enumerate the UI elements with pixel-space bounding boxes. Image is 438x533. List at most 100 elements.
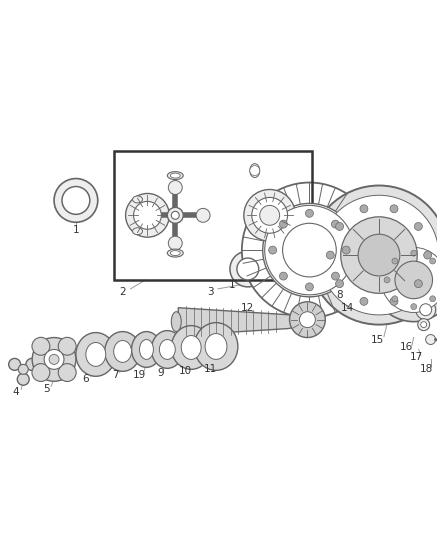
Circle shape bbox=[279, 272, 287, 280]
Circle shape bbox=[18, 365, 28, 374]
Circle shape bbox=[411, 250, 417, 256]
Circle shape bbox=[338, 240, 394, 296]
Ellipse shape bbox=[114, 341, 131, 362]
Circle shape bbox=[263, 204, 356, 297]
Ellipse shape bbox=[170, 251, 180, 255]
Text: 1: 1 bbox=[229, 280, 235, 290]
Text: 3: 3 bbox=[207, 287, 213, 297]
Circle shape bbox=[126, 193, 170, 237]
Circle shape bbox=[283, 223, 336, 277]
Circle shape bbox=[196, 208, 210, 222]
Circle shape bbox=[305, 209, 314, 217]
Circle shape bbox=[360, 205, 368, 213]
Circle shape bbox=[250, 166, 260, 175]
Circle shape bbox=[430, 296, 436, 302]
Ellipse shape bbox=[140, 340, 153, 359]
Circle shape bbox=[58, 364, 76, 382]
Ellipse shape bbox=[105, 332, 141, 372]
Circle shape bbox=[336, 280, 343, 288]
Circle shape bbox=[336, 222, 343, 230]
Text: 15: 15 bbox=[371, 335, 384, 344]
Ellipse shape bbox=[194, 322, 238, 370]
Ellipse shape bbox=[152, 330, 183, 368]
Circle shape bbox=[358, 234, 400, 276]
Ellipse shape bbox=[159, 340, 175, 359]
Circle shape bbox=[326, 251, 334, 259]
Circle shape bbox=[167, 207, 183, 223]
Text: 13: 13 bbox=[291, 320, 304, 329]
Circle shape bbox=[244, 190, 296, 241]
Circle shape bbox=[279, 220, 287, 228]
Circle shape bbox=[392, 258, 398, 264]
Circle shape bbox=[32, 364, 50, 382]
Ellipse shape bbox=[86, 343, 106, 366]
Ellipse shape bbox=[133, 196, 142, 203]
Circle shape bbox=[420, 304, 431, 316]
Text: 9: 9 bbox=[157, 368, 164, 378]
Text: 1: 1 bbox=[73, 225, 79, 235]
Ellipse shape bbox=[170, 173, 180, 178]
Circle shape bbox=[268, 246, 277, 254]
Circle shape bbox=[305, 283, 314, 291]
Circle shape bbox=[360, 297, 368, 305]
Circle shape bbox=[58, 337, 76, 355]
Circle shape bbox=[384, 277, 390, 283]
Text: 8: 8 bbox=[336, 290, 343, 300]
Circle shape bbox=[44, 350, 64, 369]
Circle shape bbox=[414, 222, 422, 230]
Circle shape bbox=[416, 300, 436, 320]
Circle shape bbox=[49, 354, 59, 365]
Circle shape bbox=[411, 304, 417, 310]
Circle shape bbox=[381, 247, 438, 312]
Ellipse shape bbox=[250, 164, 260, 177]
Circle shape bbox=[54, 179, 98, 222]
Text: 16: 16 bbox=[400, 343, 413, 352]
Circle shape bbox=[414, 280, 422, 288]
Circle shape bbox=[9, 358, 21, 370]
Text: 18: 18 bbox=[420, 365, 433, 374]
Ellipse shape bbox=[131, 332, 161, 367]
Text: 19: 19 bbox=[133, 370, 146, 381]
Circle shape bbox=[424, 251, 431, 259]
Circle shape bbox=[390, 297, 398, 305]
Text: 10: 10 bbox=[179, 366, 192, 376]
Circle shape bbox=[171, 212, 179, 219]
Text: 5: 5 bbox=[43, 384, 49, 394]
Circle shape bbox=[430, 258, 436, 264]
Text: 4: 4 bbox=[12, 387, 18, 397]
Text: 2: 2 bbox=[119, 287, 126, 297]
PathPatch shape bbox=[178, 308, 307, 336]
Circle shape bbox=[260, 205, 279, 225]
Circle shape bbox=[348, 250, 384, 286]
Text: 6: 6 bbox=[82, 374, 89, 384]
Circle shape bbox=[290, 302, 325, 337]
Circle shape bbox=[62, 187, 90, 214]
Circle shape bbox=[421, 321, 427, 328]
Ellipse shape bbox=[171, 326, 211, 369]
Circle shape bbox=[237, 258, 259, 280]
Circle shape bbox=[390, 205, 398, 213]
Circle shape bbox=[252, 197, 288, 233]
Text: 17: 17 bbox=[410, 352, 424, 362]
Circle shape bbox=[141, 208, 155, 222]
Circle shape bbox=[168, 181, 182, 195]
Circle shape bbox=[32, 337, 50, 355]
Circle shape bbox=[426, 335, 436, 344]
Ellipse shape bbox=[167, 172, 183, 180]
Circle shape bbox=[17, 373, 29, 385]
Circle shape bbox=[134, 201, 161, 229]
Circle shape bbox=[242, 182, 377, 318]
Circle shape bbox=[392, 296, 398, 302]
Text: 7: 7 bbox=[113, 370, 119, 381]
Circle shape bbox=[332, 272, 339, 280]
Text: 11: 11 bbox=[203, 365, 217, 374]
Circle shape bbox=[309, 185, 438, 325]
Circle shape bbox=[26, 358, 38, 370]
Text: 14: 14 bbox=[341, 303, 354, 313]
Circle shape bbox=[332, 220, 339, 228]
Ellipse shape bbox=[76, 333, 116, 376]
Circle shape bbox=[341, 217, 417, 293]
Ellipse shape bbox=[167, 249, 183, 257]
Circle shape bbox=[265, 205, 354, 295]
Circle shape bbox=[300, 312, 315, 328]
